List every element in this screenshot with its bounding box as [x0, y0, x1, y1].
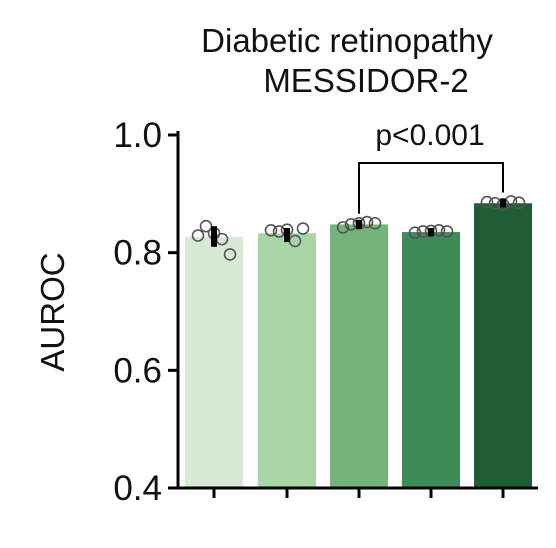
- data-point-bar-5: [512, 196, 526, 209]
- y-tick-label: 0.8: [113, 234, 162, 273]
- bar-3: [330, 224, 388, 488]
- chart-title-line2: MESSIDOR-2: [263, 62, 468, 99]
- bars: [185, 203, 532, 488]
- bar-5: [474, 203, 532, 488]
- significance-label: p<0.001: [375, 119, 484, 152]
- y-tick-label: 1.0: [113, 116, 162, 155]
- y-tick-label: 0.6: [113, 351, 162, 390]
- y-axis-ticks: 0.4 0.6 0.8 1.0: [113, 116, 178, 508]
- significance-bracket: p<0.001: [358, 119, 504, 214]
- bar-1: [185, 236, 243, 488]
- error-bars: [211, 198, 506, 247]
- bar-2: [258, 233, 316, 488]
- bar-4: [402, 232, 460, 488]
- chart-title-line1: Diabetic retinopathy: [201, 22, 493, 59]
- y-axis-label: AUROC: [34, 252, 71, 371]
- data-point-bar-4: [440, 225, 454, 238]
- data-point-bar-4: [408, 226, 422, 239]
- data-point-bar-3: [336, 221, 350, 234]
- data-point-bar-2: [264, 224, 278, 237]
- data-point-bar-5: [480, 195, 494, 209]
- data-point-bar-4: [424, 224, 438, 238]
- y-tick-label: 0.4: [113, 469, 162, 508]
- data-point-bar-3: [368, 216, 382, 230]
- data-point-bar-1: [223, 248, 237, 261]
- axes: [176, 131, 538, 498]
- significance-bracket-line: [358, 162, 504, 214]
- data-point-bar-1: [191, 229, 205, 242]
- data-point-bar-2: [296, 222, 310, 235]
